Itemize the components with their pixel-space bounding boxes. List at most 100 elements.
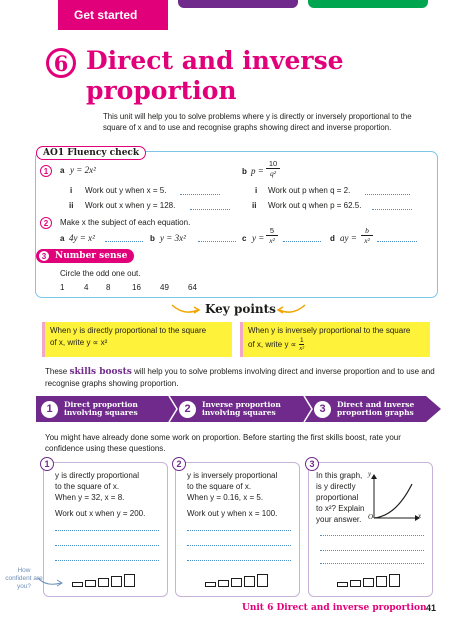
q1b-ii-text: Work out q when p = 62.5. bbox=[268, 201, 362, 210]
q3-number-option[interactable]: 49 bbox=[160, 283, 169, 292]
card-3-answer-line[interactable] bbox=[320, 550, 424, 551]
how-confident-label: How confident are you? bbox=[5, 567, 43, 590]
confidence-step-1[interactable] bbox=[337, 582, 348, 587]
question-1-number: 1 bbox=[40, 165, 52, 177]
q3-number-option[interactable]: 4 bbox=[84, 283, 89, 292]
q1a-label: a bbox=[60, 166, 65, 175]
question-card-1 bbox=[43, 462, 168, 597]
confidence-step-2[interactable] bbox=[218, 580, 229, 587]
q2a-answer-line[interactable] bbox=[105, 241, 143, 242]
q3-number-option[interactable]: 64 bbox=[188, 283, 197, 292]
q2a-label: a bbox=[60, 234, 65, 243]
section-tab-get-started: Get started bbox=[58, 0, 168, 30]
skills-boost-2-number: 2 bbox=[179, 400, 196, 418]
card-3-number: 3 bbox=[305, 457, 319, 471]
q2-instruction: Make x the subject of each equation. bbox=[60, 218, 191, 227]
key-points-arrow-right-icon bbox=[276, 304, 306, 314]
card-1-number: 1 bbox=[40, 457, 54, 471]
q2d-label: d bbox=[330, 234, 335, 243]
unit-intro-text: This unit will help you to solve problem… bbox=[103, 112, 412, 132]
q1b-ii-answer-line[interactable] bbox=[372, 209, 412, 210]
q2d-denominator: x² bbox=[361, 235, 373, 245]
q3-instruction: Circle the odd one out. bbox=[60, 269, 141, 278]
confidence-step-1[interactable] bbox=[205, 582, 216, 587]
skills-boosts-intro: These skills boosts will help you to sol… bbox=[45, 367, 435, 388]
card-3-graph-origin-label: O bbox=[368, 513, 374, 521]
q3-number-list: 1 4 8 16 49 64 bbox=[60, 283, 212, 292]
section-tab-green bbox=[308, 0, 428, 8]
q1b-i-answer-line[interactable] bbox=[365, 194, 410, 195]
q2c-numerator: 5 bbox=[269, 226, 275, 235]
q3-number-option[interactable]: 8 bbox=[106, 283, 111, 292]
card-3-graph-y-label: y bbox=[368, 470, 372, 478]
skills-boosts-banner: 1 Direct proportion involving squares 2 I… bbox=[36, 396, 441, 422]
confidence-step-5[interactable] bbox=[124, 574, 135, 587]
q1b-numerator: 10 bbox=[268, 159, 278, 168]
card-1-answer-line[interactable] bbox=[55, 530, 159, 531]
confidence-step-2[interactable] bbox=[85, 580, 96, 587]
confidence-step-4[interactable] bbox=[376, 576, 387, 587]
key-point-direct: When y is directly proportional to the s… bbox=[42, 322, 232, 357]
card-2-confidence-scale[interactable] bbox=[205, 574, 268, 587]
q2b-label: b bbox=[150, 234, 155, 243]
key-points-arrow-left-icon bbox=[171, 304, 201, 314]
q2d-fraction: b x² bbox=[361, 226, 373, 245]
skills-boost-2[interactable]: 2 Inverse proportion involving squares bbox=[179, 396, 281, 422]
card-2-answer-line[interactable] bbox=[187, 560, 291, 561]
question-3-number: 3 bbox=[38, 250, 50, 262]
skills-boost-3-label: Direct and inverse proportion graphs bbox=[337, 399, 415, 417]
confidence-step-1[interactable] bbox=[72, 582, 83, 587]
confidence-step-5[interactable] bbox=[389, 574, 400, 587]
q3-number-option[interactable]: 1 bbox=[60, 283, 65, 292]
q2a-equation: 4y = x² bbox=[69, 233, 95, 243]
confidence-step-4[interactable] bbox=[244, 576, 255, 587]
card-2-answer-line[interactable] bbox=[187, 545, 291, 546]
card-2-answer-line[interactable] bbox=[187, 530, 291, 531]
question-2-number: 2 bbox=[40, 217, 52, 229]
skills-boost-1[interactable]: 1 Direct proportion involving squares bbox=[41, 396, 138, 422]
number-sense-label: Number sense bbox=[36, 249, 135, 263]
q3-number-option[interactable]: 16 bbox=[132, 283, 141, 292]
confidence-step-3[interactable] bbox=[231, 578, 242, 587]
confidence-step-4[interactable] bbox=[111, 576, 122, 587]
card-3-graph-x-label: x bbox=[418, 512, 422, 520]
q2d-numerator: b bbox=[365, 226, 369, 235]
q1a-i-answer-line[interactable] bbox=[180, 194, 220, 195]
skills-boost-3-number: 3 bbox=[314, 400, 331, 418]
fluency-check-box bbox=[35, 151, 438, 298]
card-3-answer-line[interactable] bbox=[320, 535, 424, 536]
q2d-answer-line[interactable] bbox=[377, 241, 417, 242]
card-1-answer-line[interactable] bbox=[55, 560, 159, 561]
skills-boost-3[interactable]: 3 Direct and inverse proportion graphs bbox=[314, 396, 414, 422]
q1a-ii-answer-line[interactable] bbox=[190, 209, 230, 210]
card-3-confidence-scale[interactable] bbox=[337, 574, 400, 587]
confidence-step-3[interactable] bbox=[98, 578, 109, 587]
q1a-equation: y = 2x² bbox=[70, 165, 96, 175]
card-3-text: In this graph, is y directly proportiona… bbox=[316, 471, 365, 524]
key-point-direct-line1: When y is directly proportional to the s… bbox=[50, 326, 207, 335]
key-point-inverse-line1: When y is inversely proportional to the … bbox=[248, 326, 411, 335]
card-1-text: y is directly proportional to the square… bbox=[55, 471, 146, 518]
q1a-ii-label: ii bbox=[69, 201, 74, 210]
unit-title-line1: Direct and inverse bbox=[86, 46, 344, 75]
confidence-step-3[interactable] bbox=[363, 578, 374, 587]
card-3-graph bbox=[371, 474, 420, 521]
q2d-equation-lhs: ay = bbox=[340, 233, 357, 243]
q1b-label: b bbox=[242, 167, 247, 176]
card-1-answer-line[interactable] bbox=[55, 545, 159, 546]
card-3-answer-line[interactable] bbox=[320, 563, 424, 564]
q1b-ii-label: ii bbox=[252, 201, 257, 210]
unit-title-line2: proportion bbox=[86, 76, 237, 105]
q1b-fraction: 10 q² bbox=[266, 159, 280, 178]
q2b-answer-line[interactable] bbox=[198, 241, 236, 242]
q2c-denominator: x² bbox=[266, 235, 278, 245]
q2c-label: c bbox=[242, 234, 247, 243]
card-1-confidence-scale[interactable] bbox=[72, 574, 135, 587]
confidence-step-5[interactable] bbox=[257, 574, 268, 587]
skills-boosts-highlight: skills boosts bbox=[69, 367, 132, 377]
confidence-step-2[interactable] bbox=[350, 580, 361, 587]
q2c-answer-line[interactable] bbox=[283, 241, 321, 242]
q1a-i-label: i bbox=[70, 186, 73, 195]
how-confident-arrow-icon bbox=[37, 577, 63, 587]
key-point-inverse-numerator: 1 bbox=[300, 337, 304, 344]
